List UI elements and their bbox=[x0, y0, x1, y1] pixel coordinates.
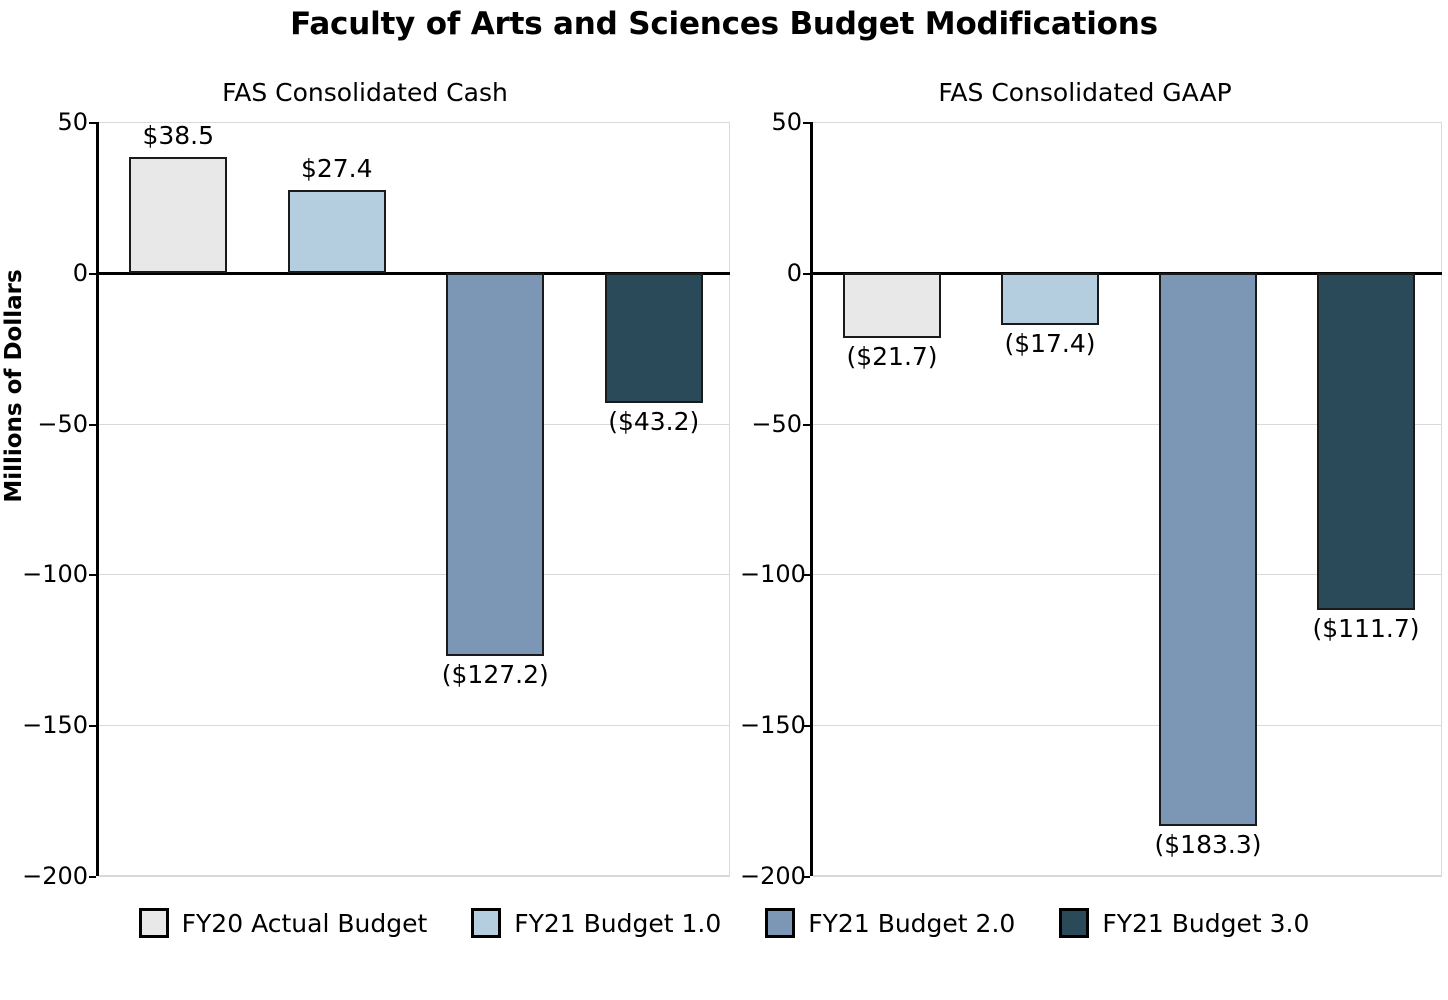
gridline bbox=[813, 423, 1442, 425]
legend-label-0: FY20 Actual Budget bbox=[181, 908, 428, 938]
y-axis-tickmark bbox=[803, 122, 810, 124]
legend-label-3: FY21 Budget 3.0 bbox=[1102, 908, 1310, 938]
y-axis-tick-0: 0 bbox=[786, 258, 802, 287]
bar-cash-0[interactable] bbox=[129, 156, 228, 273]
bar-value-label-cash-0: $38.5 bbox=[142, 120, 215, 150]
y-axis-tickmark bbox=[89, 876, 96, 878]
bar-value-label-cash-3: ($43.2) bbox=[608, 407, 700, 437]
gridline bbox=[99, 122, 730, 123]
y-axis-tick-50: 50 bbox=[57, 108, 88, 136]
gridline bbox=[99, 876, 730, 877]
y-axis-tickmark bbox=[803, 876, 810, 878]
bar-gaap-0[interactable] bbox=[843, 272, 941, 339]
y-axis-tickmark bbox=[89, 725, 96, 728]
y-axis-tickmark bbox=[803, 725, 810, 728]
legend-swatch-icon-1 bbox=[471, 908, 502, 938]
legend-swatch-icon-3 bbox=[1059, 908, 1090, 938]
y-axis-tick--100: −100 bbox=[22, 560, 88, 589]
bar-gaap-1[interactable] bbox=[1001, 272, 1099, 326]
legend-swatch-icon-0 bbox=[138, 908, 169, 938]
gridline bbox=[813, 725, 1442, 727]
y-axis-tick-0: 0 bbox=[72, 258, 88, 287]
y-axis-tickmark bbox=[89, 122, 96, 124]
legend-item-1[interactable]: FY21 Budget 1.0 bbox=[471, 908, 721, 938]
panel-fas-consolidated-cash: FAS Consolidated Cash Millions of Dollar… bbox=[0, 0, 740, 900]
y-axis-tickmark bbox=[803, 574, 810, 577]
y-axis-tick--200: −200 bbox=[740, 862, 806, 890]
zero-line bbox=[813, 271, 1442, 275]
plot-area-cash: $38.5 $27.4 ($127.2) ($43.2) bbox=[96, 121, 730, 877]
bar-value-label-gaap-3: ($111.7) bbox=[1312, 613, 1420, 643]
panel-fas-consolidated-gaap: FAS Consolidated GAAP ($21.7) ($17.4) ($18… bbox=[740, 0, 1448, 900]
bar-gaap-3[interactable] bbox=[1317, 272, 1415, 610]
legend-swatch-icon-2 bbox=[765, 908, 796, 938]
page-title: Faculty of Arts and Sciences Budget Modi… bbox=[290, 6, 1158, 42]
y-axis-tickmark bbox=[89, 423, 96, 426]
bar-value-label-gaap-0: ($21.7) bbox=[846, 342, 938, 372]
y-axis-tick--50: −50 bbox=[37, 409, 88, 438]
y-axis-tickmark bbox=[89, 272, 96, 275]
y-axis-tick--200: −200 bbox=[22, 862, 88, 890]
plot-area-gaap: ($21.7) ($17.4) ($183.3) ($111.7) bbox=[810, 122, 1442, 877]
y-axis-tickmark bbox=[803, 272, 810, 275]
y-axis-tickmark bbox=[89, 574, 96, 577]
legend-item-0[interactable]: FY20 Actual Budget bbox=[138, 908, 428, 938]
legend-item-3[interactable]: FY21 Budget 3.0 bbox=[1059, 908, 1309, 938]
gridline bbox=[99, 725, 730, 727]
gridline bbox=[99, 574, 730, 576]
y-axis-tick--50: −50 bbox=[751, 409, 802, 438]
legend-label-2: FY21 Budget 2.0 bbox=[808, 908, 1016, 938]
gridline bbox=[99, 423, 730, 425]
bar-value-label-cash-1: $27.4 bbox=[300, 154, 373, 184]
bar-value-label-cash-2: ($127.2) bbox=[441, 660, 549, 690]
bar-value-label-gaap-1: ($17.4) bbox=[1004, 329, 1096, 359]
bar-cash-2[interactable] bbox=[446, 272, 545, 657]
gridline bbox=[813, 574, 1442, 576]
legend-label-1: FY21 Budget 1.0 bbox=[514, 908, 722, 938]
gridline bbox=[813, 122, 1442, 123]
bar-gaap-2[interactable] bbox=[1159, 272, 1257, 826]
y-axis-label: Millions of Dollars bbox=[1, 269, 27, 503]
bar-cash-3[interactable] bbox=[604, 272, 703, 404]
subplot-title-cash: FAS Consolidated Cash bbox=[222, 78, 508, 107]
y-axis-tick--150: −150 bbox=[740, 711, 806, 740]
y-axis-tick--100: −100 bbox=[740, 560, 806, 589]
bar-cash-1[interactable] bbox=[287, 190, 386, 273]
zero-line bbox=[99, 271, 730, 275]
chart-legend: FY20 Actual Budget FY21 Budget 1.0 FY21 Bu… bbox=[0, 908, 1448, 938]
y-axis-tick--150: −150 bbox=[22, 711, 88, 740]
subplot-title-gaap: FAS Consolidated GAAP bbox=[938, 78, 1232, 107]
y-axis-tickmark bbox=[803, 423, 810, 426]
gridline bbox=[813, 876, 1442, 877]
y-axis-tick-50: 50 bbox=[771, 108, 802, 136]
bar-value-label-gaap-2: ($183.3) bbox=[1154, 829, 1262, 859]
legend-item-2[interactable]: FY21 Budget 2.0 bbox=[765, 908, 1015, 938]
